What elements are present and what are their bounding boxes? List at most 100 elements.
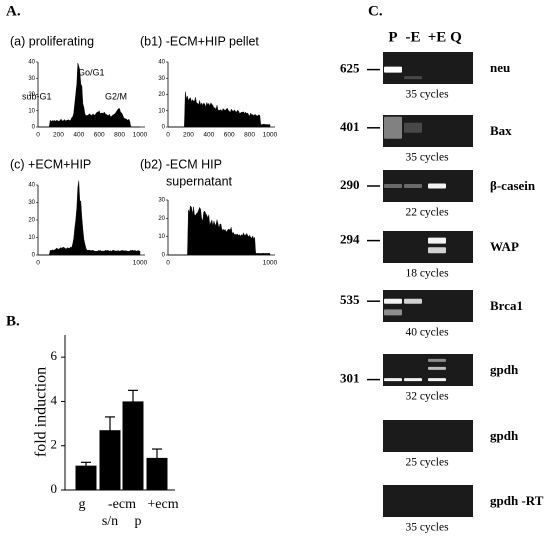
bar — [75, 465, 97, 490]
lane-label: +E — [428, 29, 447, 45]
y-tick-label: 6 — [51, 348, 58, 363]
gel — [383, 115, 473, 147]
band — [428, 378, 446, 382]
gel — [383, 231, 473, 263]
histogram — [38, 180, 141, 256]
band — [404, 184, 422, 188]
group-label: -ecm — [108, 497, 136, 512]
x-tick-label: 600 — [224, 132, 235, 139]
y-tick-label: 0 — [32, 125, 36, 131]
annotation: S — [77, 105, 83, 115]
x-tick-label: +ecm — [147, 497, 178, 512]
gel — [383, 290, 473, 322]
y-tick-label: 0 — [32, 253, 36, 259]
y-tick-label: 30 — [158, 76, 165, 82]
cycles-label: 35 cycles — [405, 152, 449, 164]
y-tick-label: 30 — [158, 198, 165, 204]
y-tick-label: 0 — [162, 253, 166, 259]
x-tick-label: 400 — [203, 132, 214, 139]
y-tick-label: 40 — [28, 183, 35, 189]
y-tick-label: 10 — [158, 108, 165, 114]
y-tick-label: 20 — [28, 218, 35, 224]
gene-label: gpdh -RT — [490, 493, 544, 508]
plot-title: (a) proliferating — [10, 34, 94, 48]
gene-label: Bax — [490, 123, 512, 138]
x-tick-label: 400 — [73, 132, 84, 139]
band — [428, 366, 446, 370]
y-tick-label: 40 — [28, 60, 35, 66]
y-tick-label: 10 — [28, 108, 35, 114]
x-tick-label: 1000 — [263, 260, 278, 267]
gene-label: β-casein — [490, 178, 536, 193]
band — [428, 247, 446, 254]
x-tick-label: 1000 — [133, 260, 148, 267]
size-label: 294 — [340, 232, 360, 247]
x-tick-label: 200 — [53, 132, 64, 139]
band — [428, 183, 446, 189]
y-tick-label: 4 — [51, 392, 58, 407]
x-tick-label: 800 — [244, 132, 255, 139]
gene-label: gpdh — [490, 428, 519, 443]
y-tick-label: 2 — [51, 437, 58, 452]
band — [384, 184, 402, 188]
band — [384, 116, 402, 139]
cycles-label: 25 cycles — [405, 457, 449, 469]
y-tick-label: 0 — [162, 125, 166, 131]
bar — [122, 401, 144, 490]
panel-label: B. — [6, 313, 20, 329]
gene-label: Brca1 — [490, 298, 523, 313]
band — [384, 309, 402, 316]
y-tick-label: 30 — [28, 76, 35, 82]
x-tick-label: 0 — [166, 132, 170, 139]
gene-label: gpdh — [490, 362, 519, 377]
bar — [99, 430, 121, 490]
histogram — [168, 205, 271, 256]
size-label: 625 — [340, 61, 360, 76]
cycles-label: 22 cycles — [405, 207, 449, 219]
x-tick-label: 0 — [166, 260, 170, 267]
cycles-label: 35 cycles — [405, 522, 449, 534]
panel-label: A. — [6, 3, 21, 19]
x-tick-label: 800 — [114, 132, 125, 139]
band — [384, 298, 402, 304]
gene-label: WAP — [490, 239, 519, 254]
x-tick-label: 200 — [183, 132, 194, 139]
x-tick-label: 600 — [94, 132, 105, 139]
annotation: G2/M — [105, 91, 127, 101]
x-tick-label: p — [135, 514, 142, 529]
y-tick-label: 20 — [158, 92, 165, 98]
band — [384, 378, 402, 382]
x-tick-label: 0 — [36, 260, 40, 267]
y-tick-label: 40 — [158, 60, 165, 66]
x-tick-label: 1000 — [133, 132, 148, 139]
gene-label: neu — [490, 60, 510, 75]
x-tick-label: 0 — [36, 132, 40, 139]
y-tick-label: 20 — [28, 92, 35, 98]
y-tick-label: 30 — [28, 200, 35, 206]
plot-title: (b2) -ECM HIP — [140, 157, 222, 171]
y-axis-label: fold induction — [33, 367, 50, 457]
y-tick-label: 10 — [28, 235, 35, 241]
plot-subtitle: supernatant — [166, 174, 233, 188]
band — [404, 378, 422, 382]
plot-title: (b1) -ECM+HIP pellet — [140, 34, 259, 48]
lane-label: P — [388, 29, 397, 45]
size-label: 401 — [340, 119, 360, 134]
cycles-label: 32 cycles — [405, 391, 449, 403]
lane-label: Q — [450, 29, 462, 45]
band — [404, 298, 422, 304]
gel — [383, 485, 473, 517]
histogram — [38, 62, 140, 128]
band — [384, 66, 402, 73]
histogram — [168, 91, 271, 128]
cycles-label: 18 cycles — [405, 268, 449, 280]
plot-title: (c) +ECM+HIP — [10, 157, 91, 171]
gel — [383, 354, 473, 386]
size-label: 535 — [340, 292, 360, 307]
x-tick-label: s/n — [102, 514, 118, 529]
gel — [383, 420, 473, 452]
cycles-label: 40 cycles — [405, 327, 449, 339]
cycles-label: 35 cycles — [405, 89, 449, 101]
